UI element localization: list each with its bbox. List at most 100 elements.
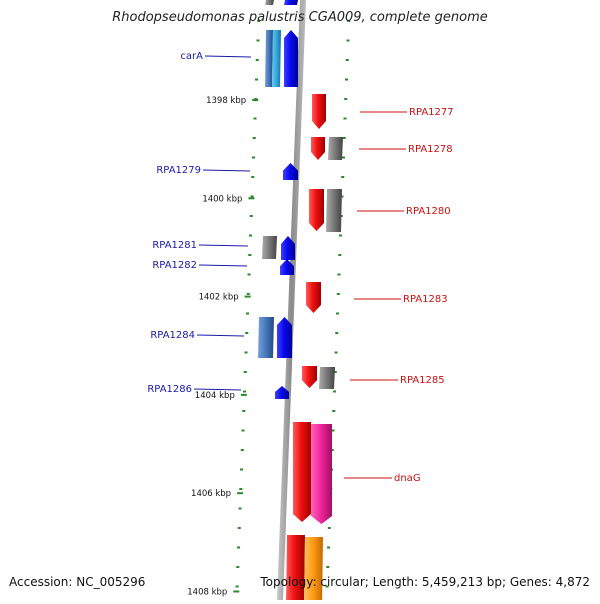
guide-dot (336, 293, 340, 295)
guide-dot (237, 546, 241, 549)
kbp-tick-label: 1402 kbp (199, 293, 239, 303)
label-leader-line (202, 169, 251, 172)
guide-dot (254, 78, 258, 81)
guide-dot (325, 585, 329, 588)
map-title: Rhodopseudomonas palustris CGA009, compl… (112, 10, 488, 25)
gene-feature (272, 30, 281, 87)
guide-dot (236, 566, 240, 568)
guide-dot (341, 176, 345, 178)
gene-label-left: RPA1282 (152, 260, 197, 271)
guide-dot (336, 312, 340, 315)
guide-dot (239, 488, 243, 490)
guide-dot (240, 468, 244, 471)
guide-dot (327, 546, 331, 549)
kbp-tick-mark (240, 393, 247, 396)
guide-dot (243, 390, 247, 393)
kbp-tick-mark (252, 99, 259, 101)
label-leader-line (204, 55, 252, 58)
guide-dot (235, 585, 239, 588)
kbp-tick-label: 1404 kbp (195, 391, 235, 401)
gene-feature (265, 0, 274, 5)
guide-dot (250, 195, 254, 198)
guide-dot (332, 410, 336, 412)
guide-dot (338, 254, 342, 256)
gene-feature (275, 386, 289, 399)
gene-feature (293, 422, 311, 522)
guide-dot (248, 254, 252, 256)
label-leader-line (196, 334, 245, 337)
accession-text: Accession: NC_005296 (9, 575, 146, 589)
guide-dot (342, 156, 346, 159)
guide-dot (257, 20, 261, 22)
gene-feature (286, 535, 305, 604)
gene-label-right: RPA1278 (408, 144, 453, 155)
kbp-ticks: 1398 kbp 1400 kbp 1402 kbp 1404 kbp 1406 kbp… (187, 96, 259, 598)
guide-dot (255, 59, 259, 61)
gene-feature (306, 282, 321, 313)
guide-dot (252, 137, 256, 139)
guide-dot (347, 20, 351, 22)
gene-feature (280, 259, 294, 275)
gene-feature (265, 30, 273, 87)
gene-feature (311, 424, 332, 524)
guide-dot (243, 371, 247, 373)
kbp-tick-mark (233, 590, 240, 593)
guide-dot (245, 332, 249, 334)
gene-label-right: dnaG (394, 473, 421, 484)
guide-dot (344, 98, 348, 100)
gene-label-left: RPA1279 (156, 165, 201, 176)
guide-dot (246, 312, 250, 315)
gene-label-left: RPA1284 (150, 330, 195, 341)
guide-dot (340, 195, 344, 198)
guide-dot (337, 273, 341, 276)
gene-label-right: RPA1285 (400, 375, 445, 386)
guide-dot (247, 273, 251, 276)
kbp-tick-mark (248, 197, 255, 200)
gene-label-right: RPA1283 (403, 294, 448, 305)
label-leader-line (193, 388, 242, 391)
guide-dot (251, 176, 255, 178)
gene-feature (304, 537, 323, 604)
guide-dot (253, 117, 257, 120)
guide-dot (343, 117, 347, 120)
gene-feature (258, 317, 274, 358)
guide-dot (241, 429, 245, 432)
guide-dot (326, 566, 330, 568)
gene-feature (311, 137, 325, 160)
guide-dot (256, 39, 260, 42)
guide-dot (246, 293, 250, 295)
guide-dot (252, 156, 256, 159)
guide-dot (346, 39, 350, 42)
gene-feature (328, 137, 343, 160)
gene-feature (281, 236, 295, 260)
guide-dot (339, 234, 343, 237)
gene-label-left: RPA1286 (147, 384, 192, 395)
guide-dot (249, 215, 253, 217)
guide-dot (333, 390, 337, 393)
gene-label-left: carA (180, 51, 203, 62)
guide-dot (327, 527, 331, 529)
genes (258, 0, 343, 604)
gene-feature (309, 189, 324, 231)
kbp-tick-label: 1406 kbp (191, 489, 231, 499)
guide-dot (335, 332, 339, 334)
guide-dot (242, 410, 246, 412)
gene-feature (284, 0, 298, 5)
gene-feature (262, 236, 277, 259)
gene-feature (312, 94, 326, 129)
label-leader-line (198, 244, 249, 247)
guide-dot (331, 429, 335, 432)
gene-feature (283, 163, 298, 180)
gene-feature (326, 189, 342, 232)
kbp-tick-label: 1400 kbp (202, 194, 242, 204)
guide-dot (330, 449, 334, 451)
guide-dot (237, 527, 241, 529)
gene-label-right: RPA1277 (409, 107, 454, 118)
genome-axis (277, 0, 306, 600)
topology-text: Topology: circular; Length: 5,459,213 bp… (260, 575, 590, 589)
guide-dot (344, 78, 348, 81)
gene-feature (277, 317, 292, 358)
guide-dot (249, 234, 253, 237)
kbp-tick-mark (244, 295, 251, 298)
